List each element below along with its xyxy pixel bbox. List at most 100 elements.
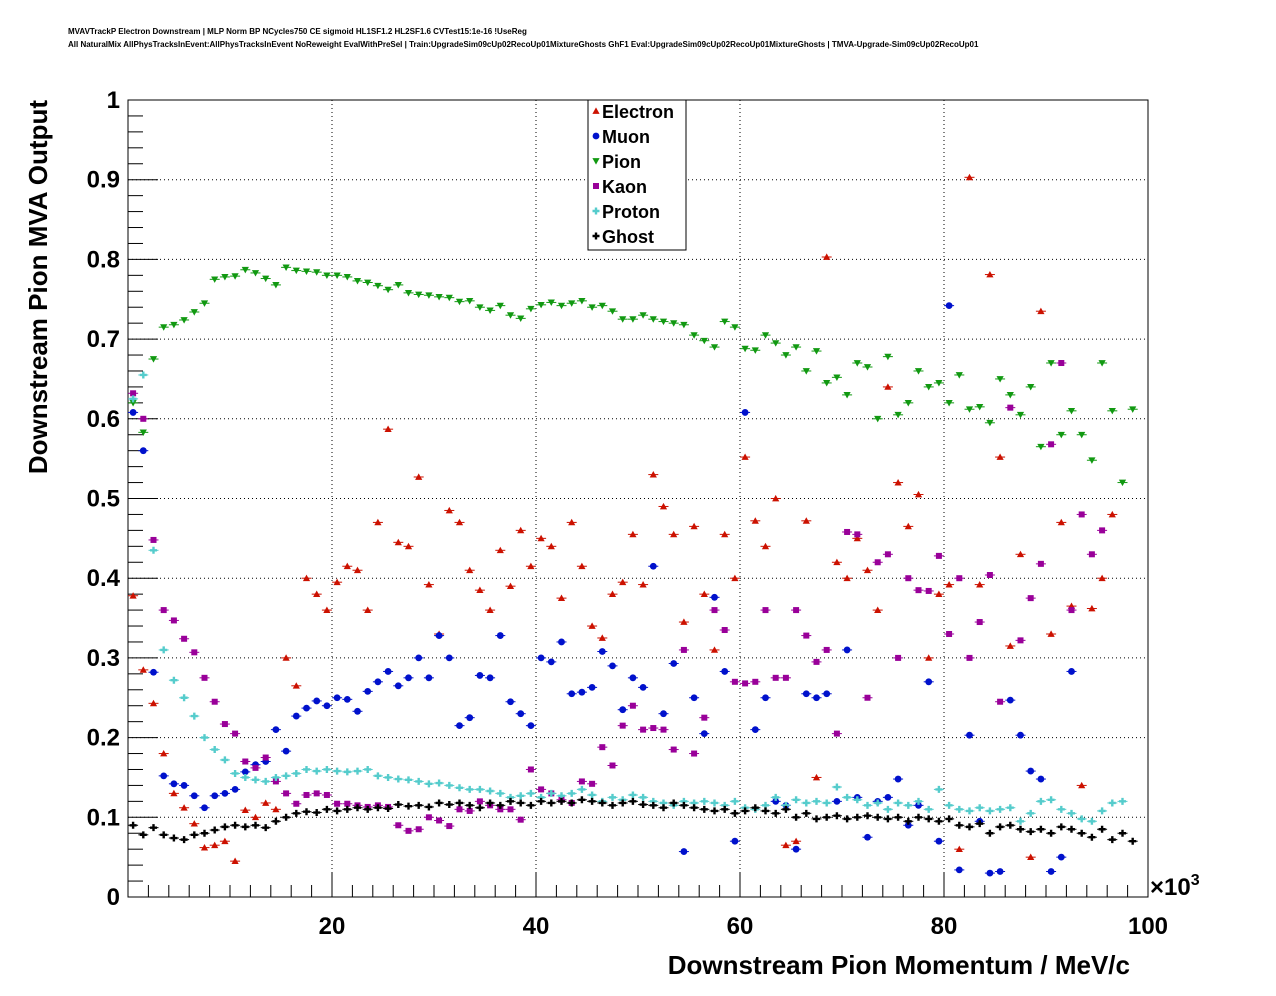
muon-point: [231, 786, 239, 793]
muon-point: [588, 683, 596, 691]
ghost-point: [904, 817, 912, 825]
kaon-point: [823, 646, 830, 653]
kaon-point: [242, 758, 249, 765]
kaon-point: [619, 722, 626, 729]
kaon-point: [935, 552, 942, 559]
kaon-point: [527, 766, 534, 773]
electron-point: [190, 820, 198, 827]
pion-point: [690, 332, 698, 339]
kaon-point: [711, 607, 718, 614]
pion-point: [721, 318, 729, 326]
pion-point: [945, 399, 953, 407]
pion-point: [1047, 360, 1055, 367]
electron-point: [986, 270, 994, 278]
ghost-point: [517, 799, 525, 807]
y-tick-label: 0.2: [87, 725, 120, 752]
kaon-point: [130, 390, 137, 397]
pion-point: [649, 316, 657, 323]
ghost-point: [864, 812, 871, 820]
muon-point: [935, 837, 943, 845]
proton-point: [578, 785, 586, 793]
kaon-point: [436, 817, 443, 824]
pion-point: [833, 374, 841, 381]
electron-point: [272, 805, 280, 813]
pion-point: [639, 312, 647, 319]
pion-point: [527, 305, 535, 313]
kaon-point: [986, 572, 993, 579]
muon-point: [323, 702, 331, 710]
muon-point: [1017, 731, 1024, 739]
pion-point: [965, 406, 974, 413]
pion-point: [445, 294, 453, 302]
y-tick-label: 0.1: [87, 804, 120, 831]
pion-point: [1078, 431, 1086, 439]
muon-point: [1027, 767, 1035, 775]
proton-point: [476, 785, 484, 793]
ghost-point: [619, 799, 627, 807]
muon-point: [333, 694, 341, 702]
ghost-point: [772, 809, 780, 817]
pion-point: [221, 274, 229, 281]
kaon-point: [456, 806, 463, 813]
proton-point: [486, 787, 494, 795]
muon-point: [609, 662, 616, 670]
muon-point: [517, 710, 525, 718]
ghost-point: [303, 808, 310, 816]
pion-point: [680, 321, 688, 329]
muon-point: [741, 409, 749, 416]
pion-point: [353, 278, 362, 285]
kaon-point: [1048, 441, 1055, 448]
kaon-point: [344, 800, 351, 807]
pion-point: [731, 324, 739, 331]
y-tick-label: 0.3: [87, 645, 120, 672]
pion-point: [996, 376, 1004, 383]
electron-point: [639, 580, 647, 588]
kaon-legend-label: Kaon: [602, 177, 647, 197]
electron-point: [741, 453, 749, 460]
pion-point: [935, 380, 943, 387]
pion-point: [129, 399, 137, 407]
proton-point: [211, 746, 219, 754]
muon-legend-label: Muon: [602, 127, 650, 147]
ghost-point: [1057, 823, 1065, 831]
ghost-point: [833, 812, 841, 820]
kaon-point: [262, 754, 269, 761]
muon-point: [1057, 853, 1065, 861]
proton-point: [639, 793, 647, 801]
ghost-point: [364, 805, 372, 813]
proton-point: [1057, 805, 1065, 813]
ghost-point: [915, 813, 922, 821]
electron-point: [772, 494, 780, 502]
muon-point: [904, 821, 912, 829]
ghost-point: [649, 801, 657, 809]
proton-point: [976, 804, 984, 812]
kaon-point: [599, 744, 606, 751]
proton-point: [884, 805, 892, 813]
muon-point: [700, 730, 708, 738]
proton-point: [241, 773, 249, 781]
proton-point: [986, 807, 994, 815]
electron-point: [506, 582, 515, 590]
muon-point: [456, 722, 463, 730]
muon-point: [394, 682, 402, 690]
electron-point: [802, 517, 810, 524]
muon-point: [303, 704, 310, 712]
proton-point: [1119, 797, 1126, 805]
muon-point: [415, 654, 423, 662]
proton-point: [415, 777, 423, 785]
ghost-point: [568, 799, 576, 807]
electron-point: [231, 857, 239, 865]
kaon-point: [640, 726, 647, 733]
y-tick-label: 0.6: [87, 406, 120, 433]
ghost-point: [925, 815, 933, 823]
muon-point: [425, 674, 433, 682]
pion-point: [180, 317, 188, 324]
muon-point: [751, 726, 759, 734]
proton-point: [649, 797, 657, 805]
pion-series: [128, 264, 1138, 487]
electron-point: [1088, 604, 1096, 612]
electron-point: [221, 837, 229, 845]
axes: 0 0.1 0.2 0.3 0.4 0.5 0.6 0.7 0.8 0.9 1 20 40 60 80 100: [87, 87, 1168, 940]
muon-point: [180, 782, 188, 789]
pion-point: [486, 307, 494, 315]
